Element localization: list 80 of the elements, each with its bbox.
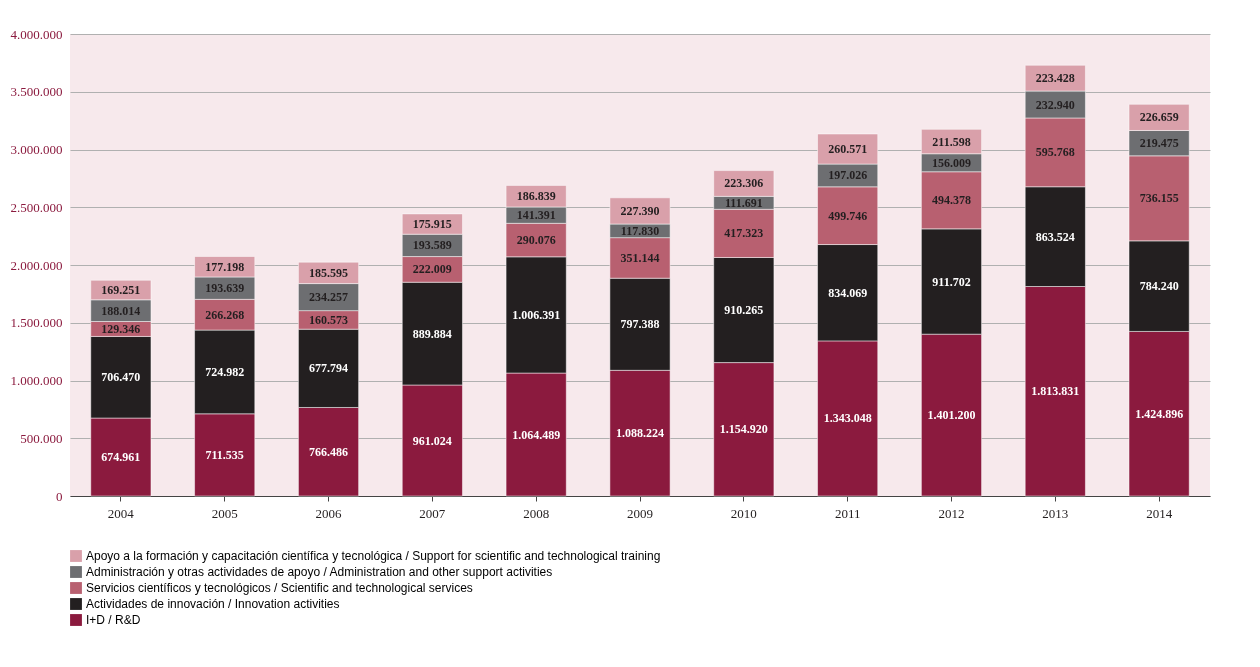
data-label: 117.830 [620,223,660,238]
data-label: 674.961 [101,450,141,465]
data-label: 188.014 [101,303,141,318]
y-tick-label: 0 [56,488,63,504]
x-tick-label: 2008 [523,505,550,521]
data-label: 175.915 [412,217,452,232]
legend-label: I+D / R&D [86,613,141,627]
x-tick-label: 2005 [211,505,238,521]
data-label: 141.391 [516,208,556,223]
x-tick-label: 2006 [315,505,343,521]
data-label: 156.009 [931,155,971,170]
y-tick-label: 500.000 [20,430,63,446]
data-label: 177.198 [205,259,245,274]
x-tick-label: 2007 [419,505,446,521]
data-label: 711.535 [205,447,244,462]
data-label: 223.428 [1035,71,1075,86]
x-tick-label: 2011 [834,505,861,521]
data-label: 1.813.831 [1031,384,1080,399]
data-label: 111.691 [724,195,763,210]
data-label: 211.598 [932,134,971,149]
data-label: 863.524 [1035,229,1075,244]
data-label: 160.573 [309,312,349,327]
data-label: 266.268 [205,307,245,322]
data-label: 129.346 [101,321,141,336]
x-tick-label: 2009 [627,505,653,521]
y-tick-label: 2.000.000 [10,257,63,273]
data-label: 494.378 [931,193,971,208]
data-label: 1.064.489 [512,427,561,442]
data-label: 169.251 [101,283,141,298]
data-label: 234.257 [309,290,349,305]
data-label: 797.388 [620,317,660,332]
data-label: 193.639 [205,281,245,296]
data-label: 197.026 [828,168,868,183]
data-label: 290.076 [516,233,556,248]
data-label: 1.401.200 [927,408,976,423]
data-label: 766.486 [309,444,349,459]
x-tick-label: 2013 [1042,505,1069,521]
data-label: 724.982 [205,364,245,379]
data-label: 186.839 [516,189,556,204]
y-tick-label: 1.500.000 [10,315,63,331]
data-label: 595.768 [1035,145,1075,160]
data-label: 1.343.048 [823,411,872,426]
legend-label: Administración y otras actividades de apoyo / Administration and other support activities [86,565,553,579]
data-label: 911.702 [932,274,971,289]
data-label: 910.265 [724,303,764,318]
data-label: 226.659 [1139,110,1179,125]
x-tick-label: 2012 [938,505,965,521]
data-label: 193.589 [412,238,452,253]
data-label: 185.595 [309,265,349,280]
data-label: 1.006.391 [512,307,561,322]
data-label: 260.571 [828,142,868,157]
x-tick-label: 2014 [1146,505,1173,521]
data-label: 227.390 [620,203,660,218]
legend-label: Servicios científicos y tecnológicos / Scientific and technological services [86,581,473,595]
x-tick-label: 2004 [107,505,135,521]
data-label: 351.144 [620,250,660,265]
y-tick-label: 4.000.000 [10,26,63,42]
legend-label: Actividades de innovación / Innovation activities [86,597,340,611]
data-label: 784.240 [1139,279,1179,294]
data-label: 223.306 [724,176,764,191]
data-label: 1.088.224 [616,426,664,441]
y-tick-label: 3.000.000 [10,142,63,157]
y-tick-label: 3.500.000 [10,84,63,100]
data-label: 499.746 [828,208,868,223]
y-tick-label: 2.500.000 [10,199,63,215]
data-label: 889.884 [412,326,452,341]
data-label: 232.940 [1035,97,1075,112]
y-tick-label: 1.000.000 [10,373,63,388]
data-label: 736.155 [1139,191,1179,206]
data-label: 834.069 [828,285,868,300]
data-label: 417.323 [724,226,764,241]
legend-label: Apoyo a la formación y capacitación científica y tecnológica / Support for scientific and technological training [86,549,661,563]
data-label: 1.424.896 [1135,406,1184,421]
data-label: 706.470 [101,370,141,385]
data-label: 961.024 [412,433,452,448]
x-tick-label: 2010 [730,505,757,521]
data-label: 677.794 [309,361,349,376]
data-label: 222.009 [412,262,452,277]
data-label: 1.154.920 [719,422,768,437]
data-label: 219.475 [1139,136,1179,151]
